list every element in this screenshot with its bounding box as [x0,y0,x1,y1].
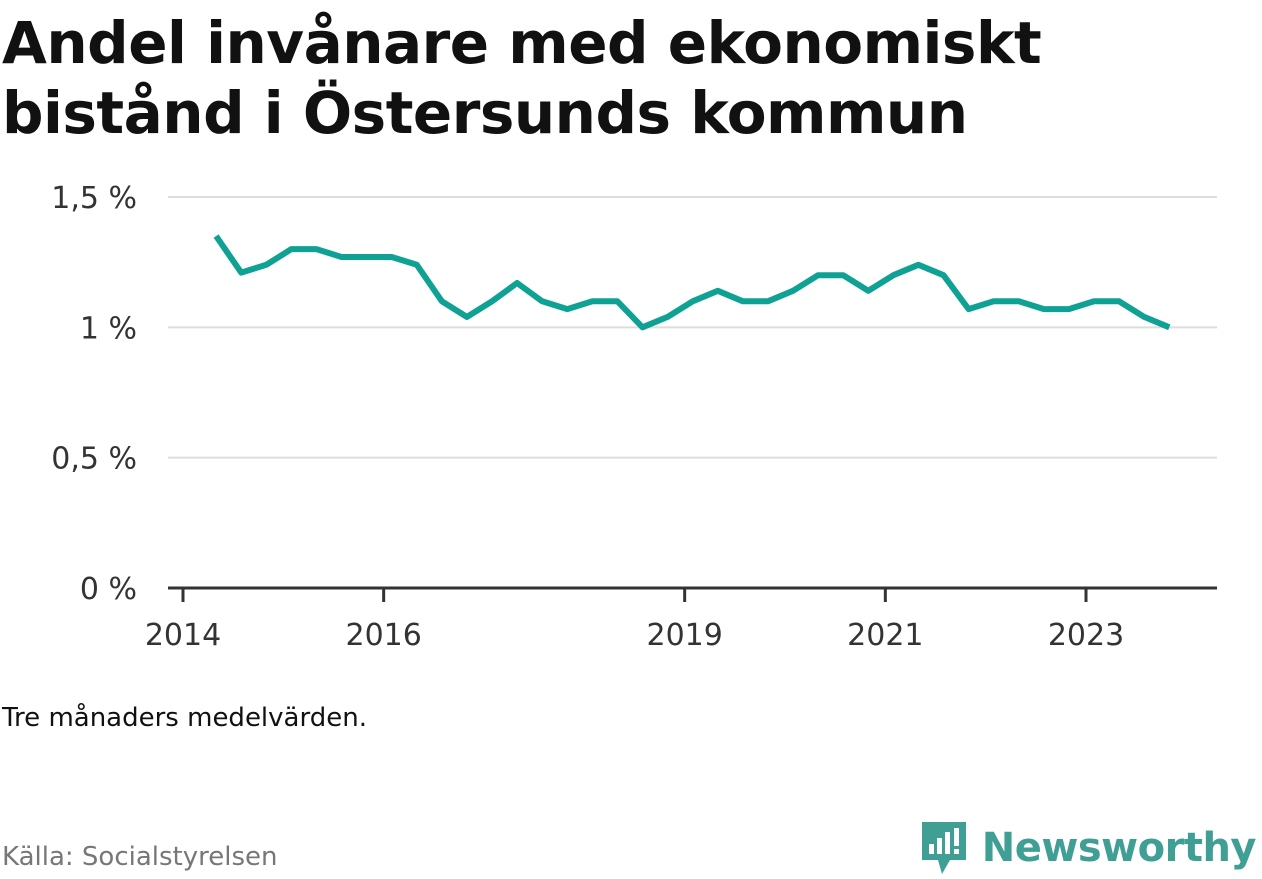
line-chart: 0 % 0,5 % 1 % 1,5 % 2014 2016 2019 2021 2023 [51,181,1217,653]
x-tick-label: 2016 [345,618,421,653]
y-axis-tick-labels: 0 % 0,5 % 1 % 1,5 % [51,181,137,607]
y-tick-label: 0 % [80,572,137,607]
x-tick-label: 2014 [145,618,221,653]
newsworthy-logo-icon [921,822,966,874]
brand-name: Newsworthy [981,825,1257,871]
brand-logo: Newsworthy [918,818,1257,878]
x-tick-label: 2021 [847,618,923,653]
series-line [213,234,1171,331]
x-axis-tick-labels: 2014 2016 2019 2021 2023 [145,588,1124,653]
gridlines [168,196,1217,459]
chart-note: Tre månaders medelvärden. [2,703,367,733]
y-tick-label: 1,5 % [51,181,137,216]
y-tick-label: 0,5 % [51,442,137,477]
y-tick-label: 1 % [80,311,137,346]
x-tick-label: 2019 [646,618,722,653]
chart-title: Andel invånare med ekonomiskt bistånd i … [2,9,1042,147]
x-tick-label: 2023 [1048,618,1124,653]
series-layer [213,234,1171,331]
source-credit: Källa: Socialstyrelsen [2,842,278,872]
